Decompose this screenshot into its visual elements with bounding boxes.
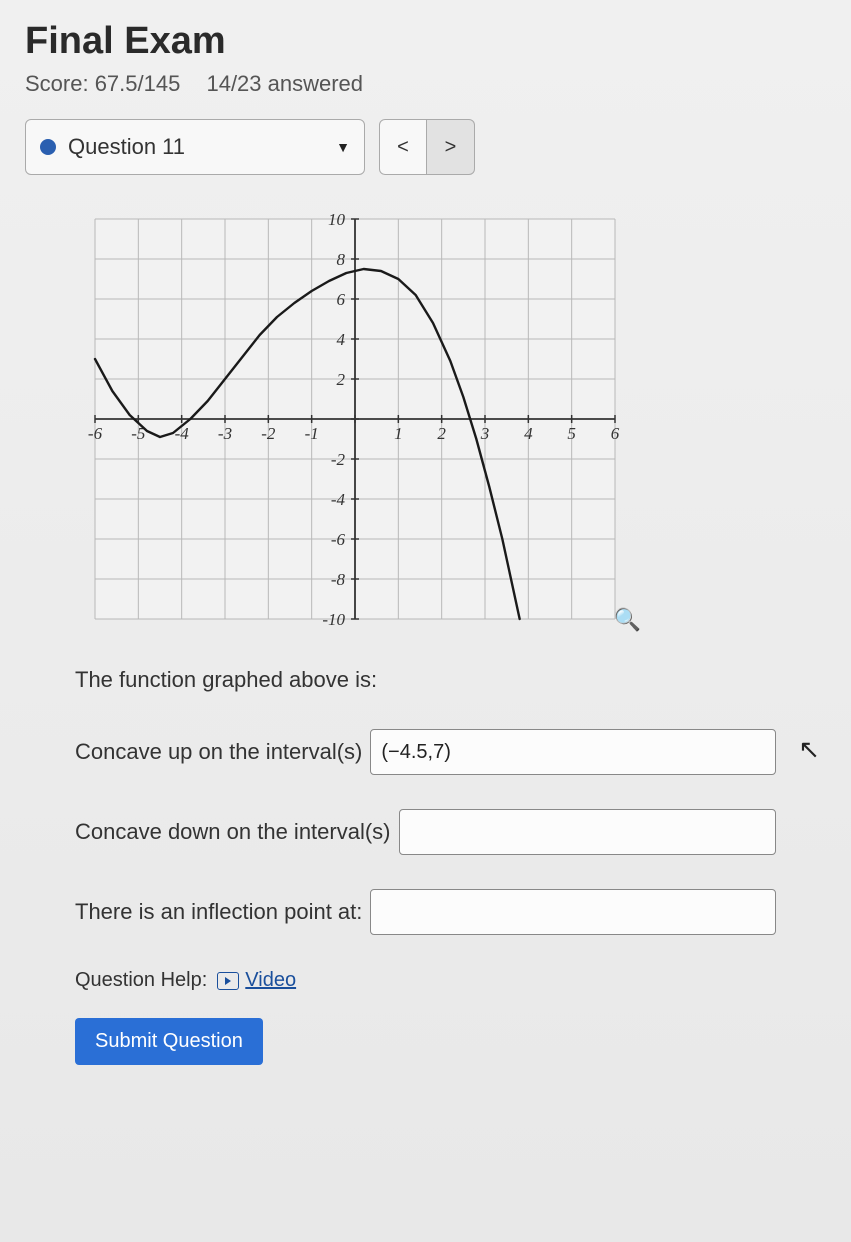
status-dot-icon [40, 139, 56, 155]
svg-text:2: 2 [437, 424, 446, 443]
help-label: Question Help: [75, 969, 207, 992]
question-prompt: The function graphed above is: [75, 667, 776, 693]
svg-text:-4: -4 [331, 490, 346, 509]
svg-text:2: 2 [337, 370, 346, 389]
nav-buttons: < > [379, 119, 475, 175]
svg-text:-2: -2 [261, 424, 276, 443]
svg-text:6: 6 [337, 290, 346, 309]
question-selector-label: Question 11 [68, 134, 185, 160]
svg-text:-6: -6 [88, 424, 103, 443]
magnifier-icon[interactable]: 🔍 [614, 607, 641, 633]
graph-svg: -6-5-4-3-2-1123456-10-8-6-4-2246810 [75, 199, 635, 639]
svg-text:4: 4 [524, 424, 533, 443]
svg-text:-6: -6 [331, 530, 346, 549]
svg-text:-2: -2 [331, 450, 346, 469]
chevron-down-icon: ▼ [336, 139, 350, 155]
concave-up-input[interactable] [370, 729, 776, 775]
svg-text:5: 5 [567, 424, 576, 443]
svg-text:10: 10 [328, 210, 346, 229]
question-body: -6-5-4-3-2-1123456-10-8-6-4-2246810 🔍 Th… [25, 199, 826, 1065]
prev-question-button[interactable]: < [379, 119, 427, 175]
function-graph: -6-5-4-3-2-1123456-10-8-6-4-2246810 🔍 [75, 199, 635, 639]
exam-title: Final Exam [25, 20, 826, 63]
svg-text:4: 4 [337, 330, 346, 349]
video-help-link[interactable]: Video [217, 969, 296, 992]
answer-label: Concave down on the interval(s) [75, 819, 391, 845]
score-value: Score: 67.5/145 [25, 71, 180, 96]
page: Final Exam Score: 67.5/145 14/23 answere… [25, 20, 826, 1065]
question-help-row: Question Help: Video [75, 969, 776, 992]
svg-text:8: 8 [337, 250, 346, 269]
question-selector[interactable]: Question 11 ▼ [25, 119, 365, 175]
answered-count: 14/23 answered [206, 71, 363, 96]
video-label: Video [245, 969, 296, 992]
svg-text:1: 1 [394, 424, 403, 443]
score-line: Score: 67.5/145 14/23 answered [25, 71, 826, 97]
svg-text:-8: -8 [331, 570, 346, 589]
answer-label: Concave up on the interval(s) [75, 739, 362, 765]
answer-row-inflection: There is an inflection point at: [75, 889, 776, 935]
concave-down-input[interactable] [399, 809, 777, 855]
answer-label: There is an inflection point at: [75, 899, 362, 925]
svg-text:-3: -3 [218, 424, 232, 443]
svg-text:-10: -10 [322, 610, 345, 629]
svg-text:6: 6 [611, 424, 620, 443]
answer-row-concave-down: Concave down on the interval(s) [75, 809, 776, 855]
next-question-button[interactable]: > [427, 119, 475, 175]
question-nav-row: Question 11 ▼ < > [25, 119, 826, 175]
answer-row-concave-up: Concave up on the interval(s) [75, 729, 776, 775]
video-icon [217, 972, 239, 990]
inflection-input[interactable] [370, 889, 776, 935]
svg-text:3: 3 [480, 424, 490, 443]
svg-text:-1: -1 [305, 424, 319, 443]
submit-question-button[interactable]: Submit Question [75, 1018, 263, 1065]
